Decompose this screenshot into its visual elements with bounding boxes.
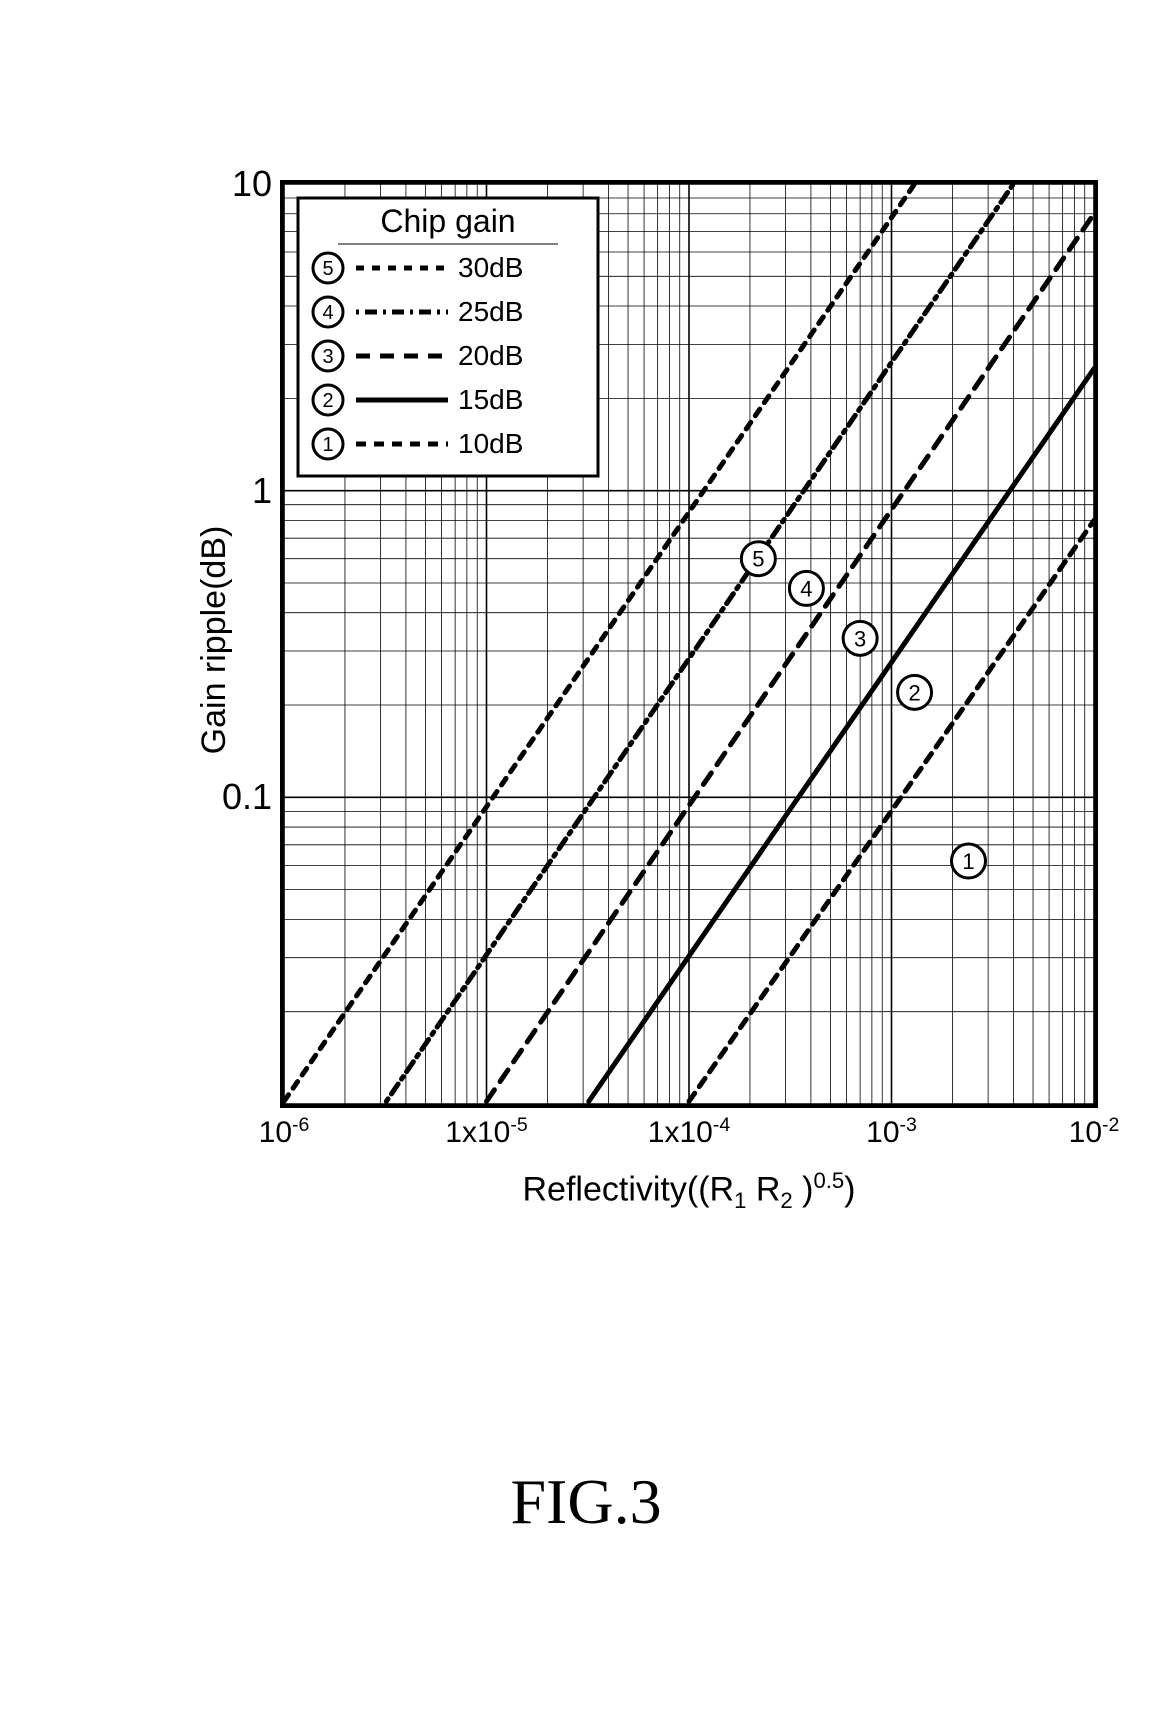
legend-title: Chip gain [380, 203, 515, 239]
svg-text:1: 1 [962, 849, 974, 874]
svg-text:4: 4 [800, 576, 812, 601]
x-tick-label: 10-2 [1069, 1114, 1120, 1150]
plot-svg: 5 4 3 2 1 Chip gain 5 30dB 4 25dB 3 20dB 2 15dB 1 10dB [284, 184, 1094, 1104]
x-tick-label: 1x10-4 [648, 1114, 730, 1150]
y-axis-label: Gain ripple(dB) [195, 526, 234, 755]
svg-text:5: 5 [752, 547, 764, 572]
svg-text:4: 4 [322, 302, 333, 324]
svg-text:30dB: 30dB [458, 252, 523, 283]
y-tick-label: 0.1 [222, 776, 272, 818]
svg-text:2: 2 [908, 680, 920, 705]
svg-text:5: 5 [322, 258, 333, 280]
svg-text:20dB: 20dB [458, 340, 523, 371]
x-tick-label: 10-3 [866, 1114, 917, 1150]
x-tick-label: 10-6 [259, 1114, 310, 1150]
svg-text:3: 3 [854, 626, 866, 651]
svg-text:25dB: 25dB [458, 296, 523, 327]
y-tick-label: 10 [232, 163, 272, 205]
svg-text:10dB: 10dB [458, 428, 523, 459]
svg-text:15dB: 15dB [458, 384, 523, 415]
series-marker-5: 5 [741, 542, 775, 576]
series-marker-3: 3 [843, 621, 877, 655]
series-marker-1: 1 [951, 844, 985, 878]
x-axis-label: Reflectivity((R1 R2 )0.5) [523, 1168, 856, 1214]
series-line-2 [589, 369, 1094, 1102]
series-marker-4: 4 [789, 571, 823, 605]
figure-caption: FIG.3 [510, 1465, 661, 1539]
chart-container: Gain ripple(dB) 5 4 3 2 1 Chip gain 5 30dB 4 25d… [90, 90, 1090, 1190]
series-marker-2: 2 [898, 675, 932, 709]
x-tick-label: 1x10-5 [445, 1114, 527, 1150]
svg-text:1: 1 [322, 434, 333, 456]
plot-area: 5 4 3 2 1 Chip gain 5 30dB 4 25dB 3 20dB 2 15dB 1 10dB… [280, 180, 1098, 1108]
svg-text:3: 3 [322, 346, 333, 368]
svg-text:2: 2 [322, 390, 333, 412]
y-tick-label: 1 [252, 470, 272, 512]
